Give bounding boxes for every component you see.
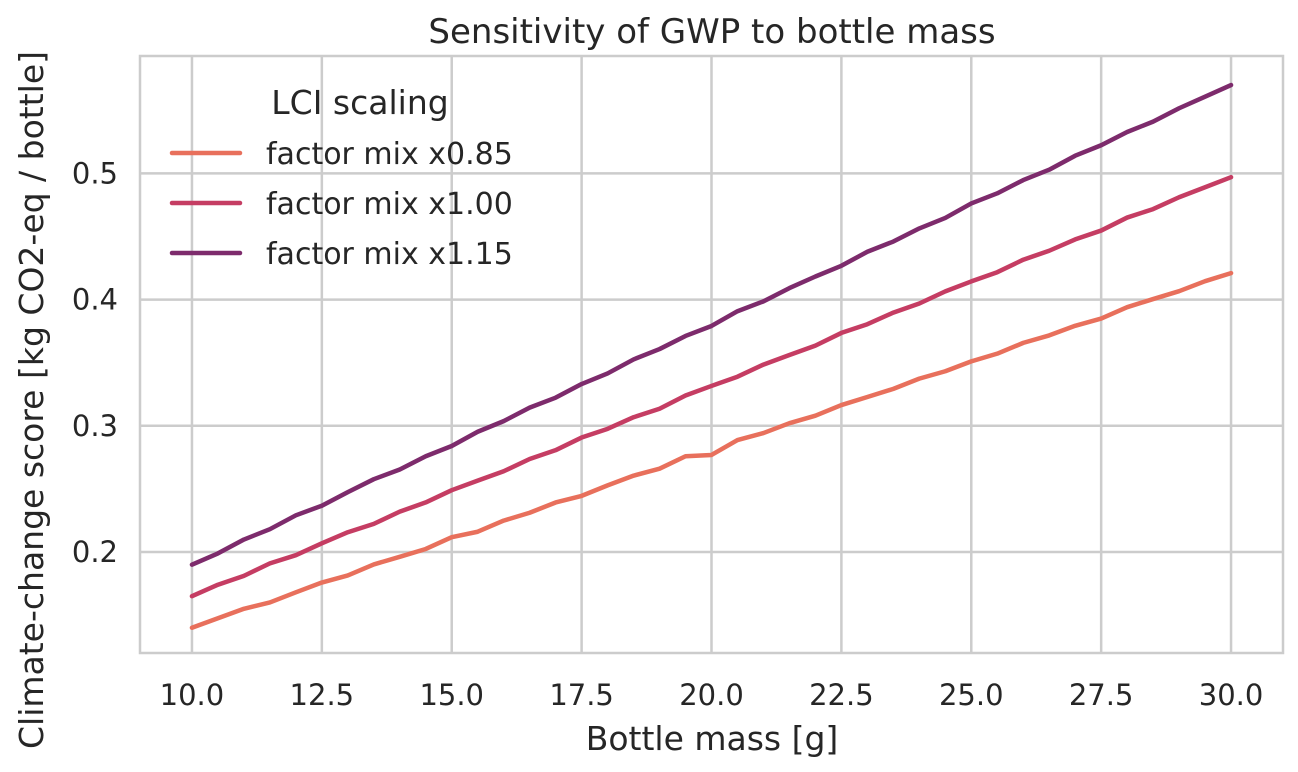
x-tick-label: 17.5	[549, 678, 614, 712]
plot-frame	[138, 54, 1285, 655]
x-tick-label: 25.0	[939, 678, 1004, 712]
y-axis-label: Climate-change score [kg CO2-eq / bottle…	[12, 51, 51, 749]
legend-title: LCI scaling	[271, 83, 448, 122]
y-tick-label: 0.2	[72, 535, 118, 569]
legend-label: factor mix x1.00	[266, 187, 513, 222]
legend-items: factor mix x0.85 factor mix x1.00 factor m…	[169, 137, 513, 272]
y-tick-label: 0.4	[72, 283, 118, 317]
x-tick-label: 20.0	[679, 678, 744, 712]
x-tick-label: 10.0	[160, 678, 225, 712]
x-axis-ticks: 10.0 12.5 15.0 17.5 20.0 22.5 25.0 27.5 30.0	[160, 678, 1264, 712]
series-line-2	[189, 174, 1234, 599]
x-tick-label: 27.5	[1069, 678, 1134, 712]
x-tick-label: 15.0	[419, 678, 484, 712]
x-axis-label: Bottle mass [g]	[586, 719, 839, 758]
series-line-3	[189, 82, 1234, 567]
legend-label: factor mix x0.85	[266, 137, 513, 172]
legend-label: factor mix x1.15	[266, 237, 513, 272]
x-tick-label: 30.0	[1199, 678, 1264, 712]
chart-title: Sensitivity of GWP to bottle mass	[428, 12, 995, 52]
y-tick-label: 0.3	[72, 409, 118, 443]
series-lines	[189, 82, 1234, 631]
x-tick-label: 12.5	[290, 678, 355, 712]
grid-lines	[140, 56, 1283, 653]
y-axis-ticks: 0.2 0.3 0.4 0.5	[72, 156, 118, 569]
y-tick-label: 0.5	[72, 156, 118, 190]
series-line-1	[189, 270, 1234, 631]
x-tick-label: 22.5	[809, 678, 874, 712]
